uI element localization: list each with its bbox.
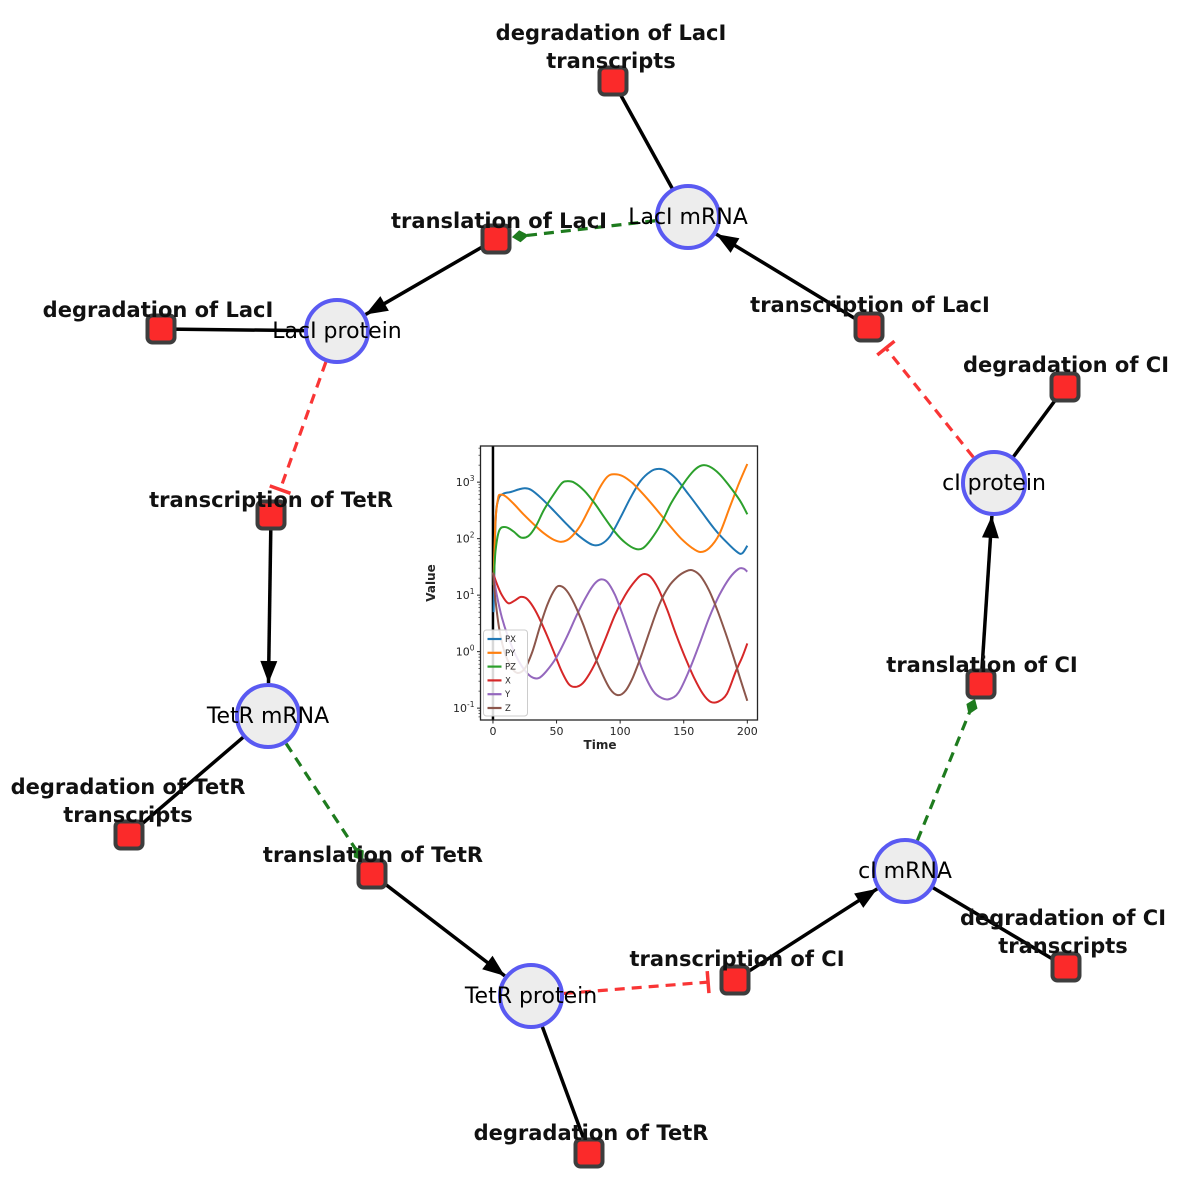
x-tick-label: 200: [737, 725, 758, 738]
reaction-node-translation_ci[interactable]: [965, 668, 997, 700]
edge-tetr_mrna-translation_tetr-catalysis-arrowhead: [353, 846, 364, 861]
reaction-label-transcription_laci: transcription of LacI: [750, 293, 990, 317]
species-label-laci_mrna: LacI mRNA: [628, 205, 748, 230]
edge-transcription_tetr-tetr_mrna-arrowhead: [260, 660, 278, 684]
x-tick-label: 0: [489, 725, 496, 738]
x-tick-label: 50: [550, 725, 564, 738]
edge-laci_mrna-translation_laci-catalysis-arrowhead: [511, 230, 529, 243]
reaction-label-translation_laci: translation of LacI: [391, 209, 607, 233]
reaction-node-deg_tetr[interactable]: [573, 1137, 605, 1169]
legend-label-PZ: PZ: [505, 663, 516, 673]
reaction-node-deg_laci_tx[interactable]: [597, 65, 629, 97]
chart-series-PY: [492, 463, 749, 579]
legend-label-PX: PX: [505, 635, 516, 645]
edge-ci_protein-transcription_laci: [884, 347, 975, 459]
reaction-label-deg_tetr: degradation of TetR: [474, 1121, 709, 1145]
legend-label-Z: Z: [505, 704, 511, 714]
edge-laci_mrna-translation_laci: [516, 219, 656, 239]
edge-laci_protein-transcription_tetr-inhibition-bar: [269, 484, 292, 495]
reaction-label-deg_ci_tx-line2: transcripts: [998, 934, 1128, 958]
chart-series-PX: [492, 467, 749, 613]
reaction-node-transcription_ci[interactable]: [719, 964, 751, 996]
reaction-label-translation_tetr: translation of TetR: [263, 843, 483, 867]
chart-series-X: [492, 572, 749, 704]
reaction-label-deg_laci: degradation of LacI: [43, 298, 274, 322]
species-node-laci_mrna[interactable]: [655, 184, 721, 250]
legend-label-Y: Y: [504, 690, 511, 700]
species-node-tetr_mrna[interactable]: [235, 683, 301, 749]
species-node-laci_protein[interactable]: [304, 298, 370, 364]
reaction-label-deg_tetr_tx-line1: degradation of TetR: [11, 775, 246, 799]
reaction-node-translation_laci[interactable]: [480, 223, 512, 255]
edge-translation_ci-ci_protein-arrowhead: [981, 515, 999, 539]
edge-ci_protein-transcription_laci-inhibition-bar: [876, 339, 896, 357]
edge-transcription_laci-laci_mrna-arrowhead: [716, 234, 740, 253]
species-node-tetr_protein[interactable]: [498, 963, 564, 1029]
edge-translation_tetr-tetr_protein: [370, 872, 506, 978]
x-tick-label: 150: [673, 725, 694, 738]
chart-series-PZ: [492, 464, 749, 586]
x-axis-label: Time: [584, 738, 617, 752]
edge-transcription_laci-laci_mrna: [715, 232, 870, 329]
y-tick-label: 103: [456, 474, 475, 489]
inset-chart: 0 50 100 150 200 10-1 100 101 102 103 PX PY PZ XYZ Tim…: [424, 445, 759, 752]
edge-ci_mrna-translation_ci: [915, 702, 975, 842]
y-tick-label: 101: [456, 587, 475, 602]
x-tick-label: 100: [610, 725, 631, 738]
edge-transcription_tetr-tetr_mrna: [266, 514, 273, 684]
reaction-label-deg_laci_tx-line2: transcripts: [546, 49, 676, 73]
edge-tetr_protein-transcription_ci: [563, 980, 709, 996]
species-label-ci_protein: cI protein: [942, 471, 1046, 496]
chart-legend: PX PY PZ XYZ: [483, 629, 528, 717]
labels-layer: LacI mRNA LacI protein TetR mRNA TetR prote…: [11, 21, 1169, 1145]
reaction-label-deg_tetr_tx-line2: transcripts: [63, 803, 193, 827]
chart-frame: [479, 445, 759, 721]
species-node-ci_mrna[interactable]: [872, 838, 938, 904]
reaction-label-deg_laci_tx-line1: degradation of LacI: [496, 21, 727, 45]
edge-translation_laci-laci_protein-arrowhead: [365, 296, 389, 315]
edge-tetr_mrna-translation_tetr: [284, 742, 362, 858]
edge-translation_tetr-tetr_protein-arrowhead: [482, 955, 505, 976]
edge-transcription_ci-ci_mrna-arrowhead: [854, 888, 878, 908]
reaction-label-transcription_ci: transcription of CI: [629, 947, 844, 971]
edge-ci_mrna-translation_ci-catalysis-arrowhead: [966, 698, 978, 715]
y-axis-label: Value: [424, 564, 438, 602]
reaction-label-deg_ci_tx-line1: degradation of CI: [960, 906, 1166, 930]
reaction-node-transcription_tetr[interactable]: [255, 499, 287, 531]
edge-laci_protein-transcription_tetr: [278, 361, 328, 491]
nodes-layer: [113, 65, 1082, 1169]
reaction-node-deg_laci[interactable]: [145, 313, 177, 345]
species-label-tetr_protein: TetR protein: [464, 984, 597, 1009]
reaction-label-translation_ci: translation of CI: [886, 653, 1077, 677]
reaction-node-translation_tetr[interactable]: [356, 858, 388, 890]
species-label-tetr_mrna: TetR mRNA: [206, 704, 329, 729]
reaction-node-transcription_laci[interactable]: [853, 311, 885, 343]
legend-label-X: X: [505, 676, 511, 686]
y-tick-label: 102: [456, 531, 475, 546]
species-label-ci_mrna: cI mRNA: [858, 859, 952, 884]
species-node-ci_protein[interactable]: [961, 450, 1027, 516]
edge-translation_laci-laci_protein: [364, 237, 497, 316]
reaction-label-deg_ci: degradation of CI: [963, 353, 1169, 377]
legend-label-PY: PY: [505, 649, 516, 659]
y-tick-label: 10-1: [453, 700, 475, 715]
reaction-label-transcription_tetr: transcription of TetR: [149, 488, 393, 512]
edge-tetr_protein-transcription_ci-inhibition-bar: [705, 971, 711, 994]
reaction-node-deg_ci[interactable]: [1049, 371, 1081, 403]
species-label-laci_protein: LacI protein: [272, 319, 402, 344]
reaction-node-deg_ci_tx[interactable]: [1050, 951, 1082, 983]
reaction-node-deg_tetr_tx[interactable]: [113, 819, 145, 851]
edge-transcription_ci-ci_mrna: [734, 887, 879, 982]
edge-translation_ci-ci_protein: [979, 515, 994, 685]
y-tick-label: 100: [456, 644, 475, 659]
